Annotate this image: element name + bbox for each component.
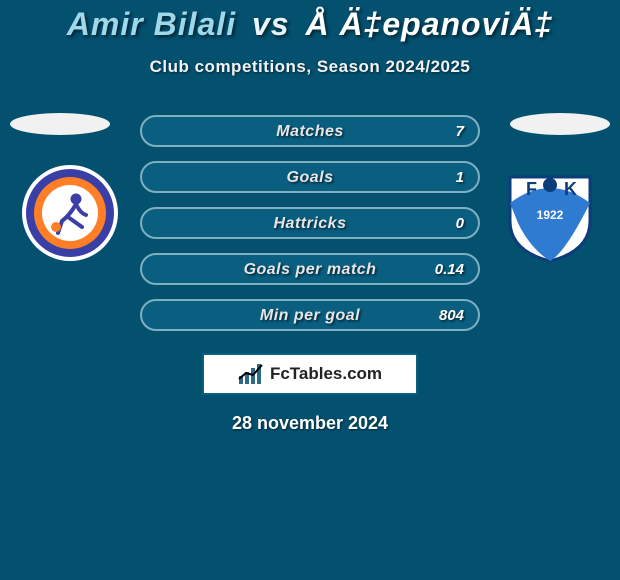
brand-chart-icon [238, 363, 264, 385]
club-badge-right-icon: F K 1922 [500, 163, 600, 263]
svg-text:1922: 1922 [537, 208, 564, 222]
club-badge-right: F K 1922 [500, 163, 600, 263]
stat-value: 0 [456, 209, 464, 239]
player1-name: Amir Bilali [67, 6, 236, 42]
stat-row: Hattricks0 [140, 207, 480, 239]
stat-row: Min per goal804 [140, 299, 480, 331]
stat-value: 1 [456, 163, 464, 193]
stat-value: 7 [456, 117, 464, 147]
main-area: F K 1922 Matches7 Goals1 Hattricks0 Goals p… [0, 115, 620, 331]
svg-text:K: K [564, 179, 577, 199]
player2-name: Å Ä‡epanoviÄ‡ [305, 6, 553, 42]
stat-value: 0.14 [435, 255, 464, 285]
page-title: Amir Bilali vs Å Ä‡epanoviÄ‡ [0, 0, 620, 43]
club-badge-left [20, 163, 120, 263]
flag-left [10, 113, 110, 135]
stat-label: Goals per match [142, 255, 478, 285]
stat-value: 804 [439, 301, 464, 331]
stat-row: Goals per match0.14 [140, 253, 480, 285]
brand-box: FcTables.com [202, 353, 418, 395]
stat-row: Matches7 [140, 115, 480, 147]
flag-right [510, 113, 610, 135]
stat-label: Matches [142, 117, 478, 147]
date-text: 28 november 2024 [0, 413, 620, 434]
stat-row: Goals1 [140, 161, 480, 193]
stats-list: Matches7Goals1Hattricks0Goals per match0… [140, 115, 480, 331]
versus-text: vs [252, 6, 290, 42]
svg-text:F: F [526, 179, 537, 199]
stat-label: Min per goal [142, 301, 478, 331]
comparison-card: Amir Bilali vs Å Ä‡epanoviÄ‡ Club compet… [0, 0, 620, 580]
stat-label: Hattricks [142, 209, 478, 239]
club-badge-left-icon [20, 163, 120, 263]
brand-text: FcTables.com [270, 364, 382, 384]
subtitle: Club competitions, Season 2024/2025 [0, 57, 620, 77]
stat-label: Goals [142, 163, 478, 193]
